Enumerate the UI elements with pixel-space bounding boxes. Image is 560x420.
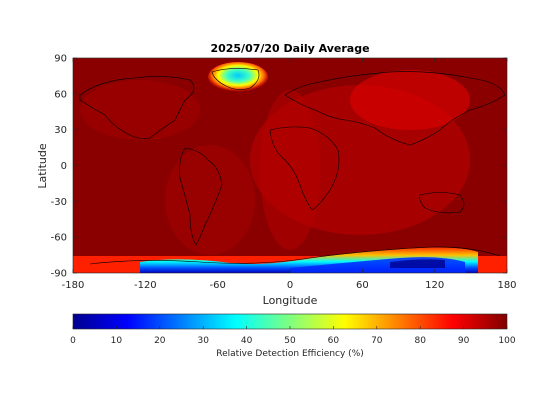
y-tick-label: 30 (54, 125, 67, 136)
y-tick-label: 90 (54, 54, 67, 65)
colorbar-tick-label: 20 (154, 336, 166, 346)
y-axis-label: Latitude (36, 143, 49, 189)
x-tick-label: 0 (287, 280, 293, 291)
heatmap-region-asia (350, 70, 470, 130)
y-axis-ticks: 90 60 30 0 -30 -60 -90 (51, 54, 507, 280)
y-tick-label: -90 (51, 269, 67, 280)
heatmap-region-south-america (165, 145, 255, 255)
coastline-australia (419, 192, 465, 214)
x-tick-label: -60 (209, 280, 225, 291)
colorbar-tick-label: 100 (498, 336, 515, 346)
colorbar-tick-label: 40 (241, 336, 253, 346)
y-tick-label: 0 (61, 161, 67, 172)
coastline-africa (269, 126, 340, 211)
colorbar-tick-label: 30 (197, 336, 209, 346)
chart-title: 2025/07/20 Daily Average (210, 42, 369, 55)
heatmap-field (73, 58, 507, 273)
x-tick-label: -120 (134, 280, 157, 291)
coastline-greenland (211, 68, 260, 90)
colorbar-tick-label: 90 (458, 336, 470, 346)
heatmap-region-north-america (80, 80, 200, 140)
coastlines (79, 68, 506, 265)
x-axis-ticks: -180 -120 -60 0 60 120 180 (62, 58, 517, 291)
x-tick-label: 120 (425, 280, 444, 291)
y-tick-label: 60 (54, 89, 67, 100)
colorbar-tick-label: 10 (111, 336, 123, 346)
colorbar-tick-label: 60 (328, 336, 340, 346)
heatmap-region-antarctic-minimum (390, 259, 445, 268)
colorbar-tick-label: 50 (284, 336, 296, 346)
coastline-south-america (179, 147, 223, 246)
y-tick-label: -30 (51, 197, 67, 208)
x-axis-label: Longitude (263, 294, 318, 307)
coastline-north-america (79, 76, 195, 139)
x-tick-label: 60 (356, 280, 369, 291)
colorbar-tick-label: 80 (414, 336, 426, 346)
colorbar-tick-label: 70 (371, 336, 383, 346)
colorbar-ticks: 0 10 20 30 40 50 60 70 80 90 100 (70, 326, 516, 346)
y-tick-label: -60 (51, 233, 67, 244)
x-tick-label: 180 (497, 280, 516, 291)
colorbar-label: Relative Detection Efficiency (%) (216, 349, 364, 359)
x-tick-label: -180 (62, 280, 85, 291)
heatmap-region-atlantic (260, 90, 320, 250)
colorbar-tick-label: 0 (70, 336, 76, 346)
coastline-eurasia (284, 71, 506, 146)
coastline-antarctica (89, 246, 501, 265)
